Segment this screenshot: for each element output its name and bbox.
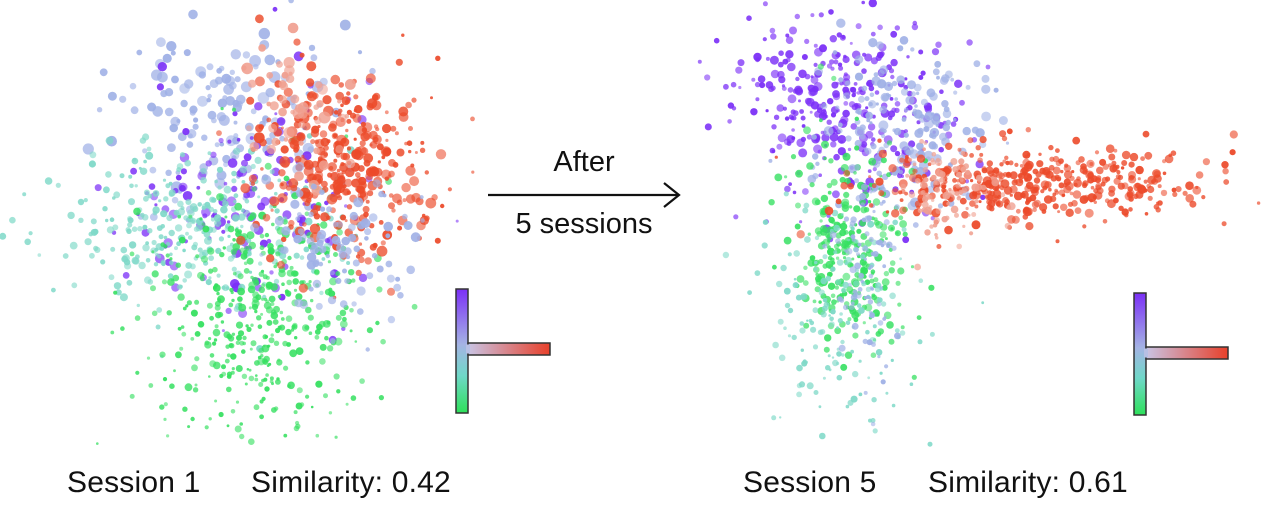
colormap-legend-left	[454, 287, 554, 420]
scatter-plot-left	[0, 0, 475, 446]
t-shaped-colormap-icon	[1133, 292, 1229, 416]
embedding-scatter-session-1	[0, 0, 580, 450]
right-arrow-icon	[488, 182, 681, 208]
similarity-label-left: Similarity: 0.42	[251, 466, 451, 499]
colormap-legend-right	[1132, 291, 1232, 424]
similarity-label-right: Similarity: 0.61	[928, 466, 1128, 499]
transition-arrow-group: After 5 sessions	[486, 146, 686, 246]
t-shaped-colormap-icon	[455, 288, 551, 414]
transition-top-label: After	[553, 146, 615, 178]
session-label-right: Session 5	[743, 466, 877, 499]
embedding-scatter-session-5	[690, 0, 1280, 450]
scatter-plot-right	[697, 0, 1261, 447]
session-label-left: Session 1	[67, 466, 201, 499]
transition-bottom-label: 5 sessions	[515, 208, 653, 240]
